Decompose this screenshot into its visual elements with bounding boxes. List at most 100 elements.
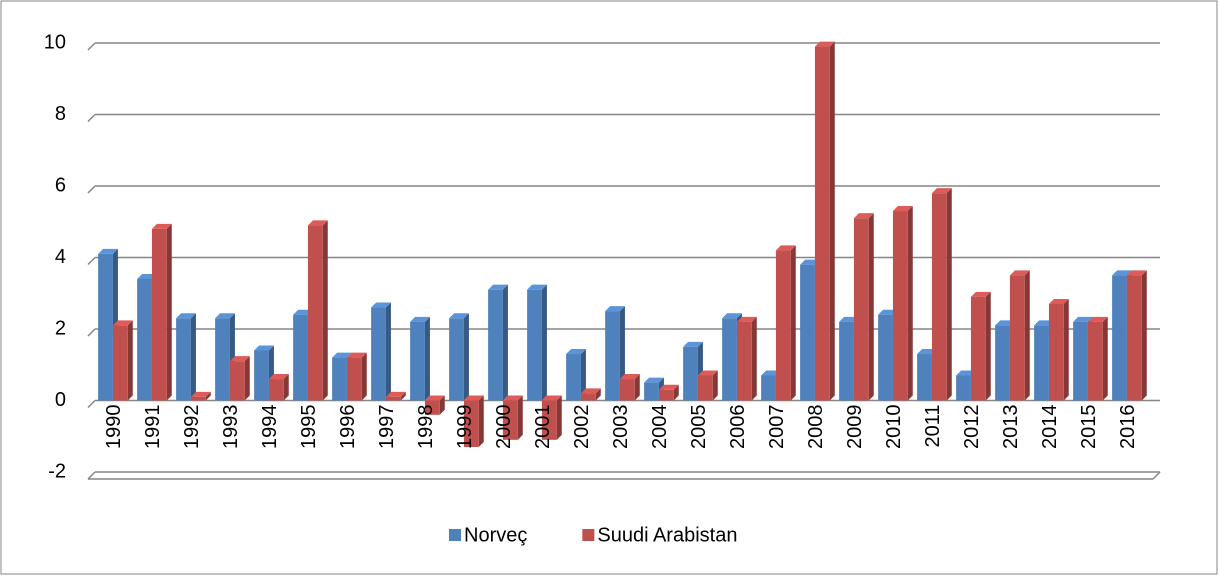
- x-tick-label: 1994: [259, 405, 281, 450]
- x-tick-label: 2011: [922, 405, 944, 448]
- x-tick-label: 2006: [727, 405, 749, 450]
- bar-top: [1112, 270, 1132, 276]
- bar-side: [283, 374, 289, 401]
- bar-top: [644, 377, 664, 383]
- bar-top: [566, 349, 586, 355]
- bar: [761, 375, 776, 401]
- bar: [800, 264, 815, 401]
- x-tick-label: 1999: [454, 405, 476, 450]
- bar-top: [1126, 270, 1147, 276]
- bar-top: [488, 284, 508, 290]
- bar-top: [215, 313, 235, 319]
- bar-side: [400, 391, 406, 401]
- bar: [424, 400, 440, 415]
- bar: [98, 253, 113, 401]
- bar-side: [751, 316, 757, 401]
- bar: [722, 318, 737, 401]
- bar-top: [229, 356, 250, 362]
- x-tick-label: 2002: [571, 405, 593, 450]
- bar-top: [98, 248, 118, 254]
- bar: [775, 250, 791, 401]
- bar: [814, 46, 830, 401]
- bar-top: [151, 223, 172, 229]
- bar-side: [712, 370, 718, 401]
- bar-side: [1063, 298, 1069, 401]
- bar-top: [697, 370, 718, 376]
- x-tick-label: 2000: [493, 405, 515, 450]
- bar-top: [463, 395, 484, 401]
- bar: [293, 314, 308, 401]
- bar: [956, 375, 971, 401]
- bar: [112, 325, 128, 401]
- bar: [970, 296, 986, 401]
- bar-side: [361, 352, 367, 401]
- bar: [190, 396, 206, 401]
- bar-side: [907, 206, 913, 401]
- bar: [917, 354, 932, 401]
- bar: [488, 289, 503, 401]
- bar: [307, 225, 323, 401]
- grid-depth: [87, 185, 96, 194]
- x-tick-label: 1991: [142, 405, 164, 450]
- y-tick-label: -2: [48, 460, 66, 482]
- bar-top: [853, 213, 874, 219]
- bar: [1112, 275, 1127, 401]
- bar-side: [322, 220, 328, 401]
- x-tick-label: 1990: [103, 405, 125, 450]
- bar-side: [580, 349, 586, 401]
- bar-top: [449, 313, 469, 319]
- bar-top: [410, 316, 430, 322]
- bar-side: [244, 356, 250, 401]
- x-tick-label: 1996: [337, 405, 359, 450]
- x-tick-label: 2015: [1078, 405, 1100, 450]
- x-tick-label: 2013: [1000, 405, 1022, 450]
- x-tick-label: 1995: [298, 405, 320, 450]
- bar-side: [439, 395, 445, 415]
- grid-depth: [87, 113, 96, 123]
- bar-top: [683, 341, 703, 347]
- bar-top: [371, 302, 391, 308]
- bar-top: [527, 284, 547, 290]
- x-tick-label: 2003: [610, 405, 632, 450]
- bar-side: [463, 313, 469, 401]
- x-tick-label: 2004: [649, 405, 671, 450]
- bar-top: [1009, 270, 1030, 276]
- bar-top: [1073, 316, 1093, 322]
- grid-depth: [87, 256, 96, 266]
- bar: [215, 318, 230, 401]
- bar: [931, 193, 947, 401]
- legend-swatch: [582, 529, 595, 541]
- bar: [736, 321, 752, 401]
- bar-top: [736, 316, 757, 322]
- bar: [1126, 275, 1142, 401]
- bar-top: [385, 391, 406, 397]
- bar-side: [424, 316, 430, 401]
- x-tick-label: 2007: [766, 405, 788, 450]
- y-tick-label: 4: [55, 246, 66, 268]
- x-tick-label: 2010: [883, 405, 905, 450]
- y-tick-label: 6: [55, 174, 66, 196]
- bar: [449, 318, 464, 401]
- bar-side: [541, 284, 547, 401]
- bar: [502, 400, 518, 440]
- grid-depth: [87, 328, 96, 337]
- bar-side: [634, 374, 640, 401]
- bar: [137, 278, 152, 401]
- bar-top: [307, 220, 328, 226]
- bar: [580, 393, 596, 401]
- bar: [853, 218, 869, 401]
- bar-top: [580, 388, 601, 394]
- bar: [839, 321, 854, 401]
- bar-top: [658, 384, 679, 390]
- bar: [527, 289, 542, 401]
- y-tick-label: 2: [55, 317, 66, 339]
- bar-top: [970, 291, 991, 297]
- bar: [254, 350, 269, 401]
- bar: [541, 400, 557, 440]
- bar: [229, 361, 245, 401]
- grid-depth: [87, 471, 96, 480]
- bar-top: [112, 320, 133, 326]
- bar-top: [502, 395, 523, 401]
- bar-side: [205, 391, 211, 401]
- grid-depth: [87, 399, 96, 409]
